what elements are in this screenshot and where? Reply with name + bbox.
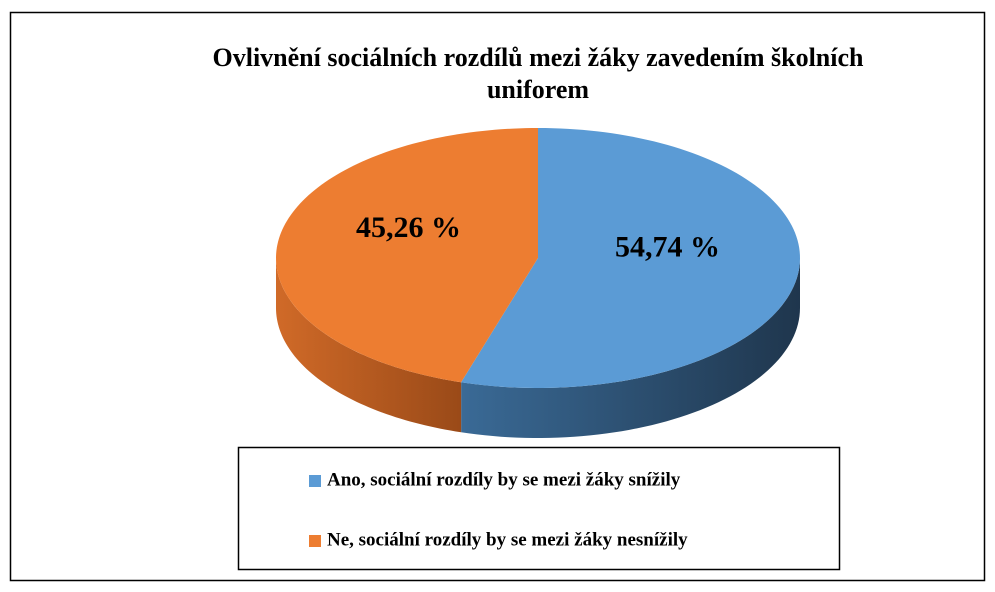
legend-swatch — [309, 475, 321, 487]
legend-swatch — [309, 535, 321, 547]
pie — [276, 128, 800, 438]
pie-slice — [276, 128, 538, 383]
pie-slice — [461, 128, 800, 388]
data-label: 45,26 % — [356, 211, 461, 244]
chart-title: Ovlivnění sociálních rozdílů mezi žáky z… — [213, 43, 865, 104]
pie-side — [461, 258, 800, 438]
legend-label: Ne, sociální rozdíly by se mezi žáky nes… — [327, 529, 688, 550]
legend-label: Ano, sociální rozdíly by se mezi žáky sn… — [327, 469, 681, 490]
data-label: 54,74 % — [615, 231, 720, 264]
legend-box — [237, 446, 841, 571]
pie-side — [276, 258, 462, 433]
